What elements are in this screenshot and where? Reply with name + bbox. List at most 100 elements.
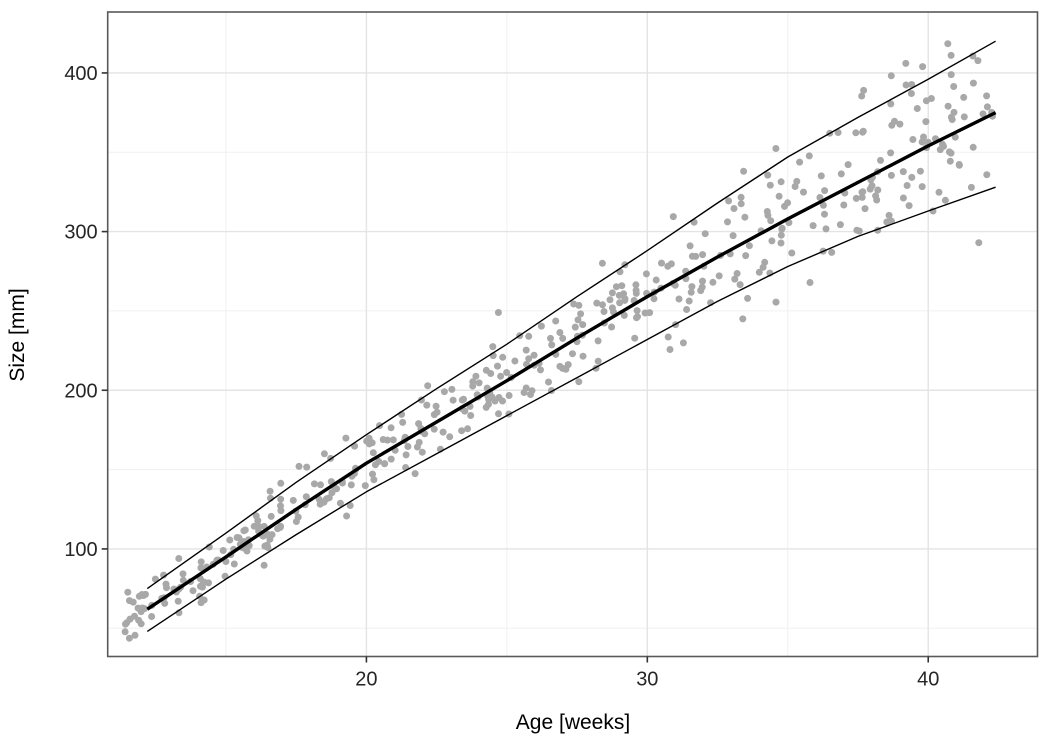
- data-point: [775, 192, 783, 200]
- data-point: [669, 213, 677, 221]
- data-point: [620, 311, 628, 319]
- x-axis-title: Age [weeks]: [515, 711, 631, 734]
- data-point: [197, 558, 205, 566]
- data-point: [464, 425, 472, 433]
- data-point: [469, 382, 477, 390]
- data-point: [737, 200, 745, 208]
- data-point: [189, 587, 197, 595]
- data-point: [163, 584, 170, 592]
- data-point: [415, 438, 423, 446]
- data-point: [197, 564, 205, 572]
- data-point: [485, 400, 492, 408]
- data-point: [634, 313, 641, 321]
- data-point: [530, 351, 538, 359]
- outlier-data-point: [919, 63, 927, 71]
- y-tick-label: 300: [64, 222, 97, 244]
- data-point: [511, 357, 519, 365]
- data-point: [935, 188, 943, 196]
- data-point: [342, 434, 350, 442]
- data-point: [575, 301, 583, 309]
- x-tick-label: 30: [636, 669, 658, 691]
- data-point: [715, 272, 723, 280]
- data-point: [950, 83, 958, 90]
- data-point: [525, 332, 533, 340]
- data-point: [967, 183, 975, 191]
- data-point: [688, 252, 696, 260]
- data-point: [122, 620, 129, 628]
- data-point: [761, 258, 769, 266]
- data-point: [922, 97, 930, 105]
- data-point: [947, 113, 955, 121]
- data-point: [160, 571, 168, 579]
- data-point: [205, 579, 212, 587]
- data-point: [399, 418, 407, 426]
- data-point: [793, 177, 801, 185]
- data-point: [556, 362, 564, 370]
- data-point: [328, 489, 336, 497]
- data-point: [547, 334, 554, 342]
- data-point: [675, 295, 683, 303]
- data-point: [389, 436, 397, 444]
- data-point: [899, 194, 907, 202]
- data-point: [859, 127, 867, 135]
- data-point: [947, 71, 955, 79]
- data-point: [347, 481, 355, 489]
- data-point: [252, 512, 260, 520]
- data-point: [666, 346, 674, 353]
- data-point: [899, 168, 907, 176]
- data-point: [174, 597, 182, 605]
- data-point: [744, 294, 752, 302]
- data-point: [913, 105, 921, 112]
- data-point: [449, 396, 457, 404]
- data-point: [522, 346, 530, 354]
- data-point: [699, 251, 707, 259]
- data-point: [817, 172, 825, 180]
- data-point: [979, 110, 987, 118]
- data-point: [887, 171, 895, 179]
- data-point: [883, 218, 891, 226]
- data-point: [701, 230, 709, 238]
- data-point: [537, 322, 545, 330]
- data-point: [277, 502, 284, 510]
- data-point: [631, 334, 639, 342]
- data-point: [940, 142, 947, 150]
- data-point: [688, 283, 696, 291]
- data-point: [179, 570, 187, 578]
- data-point: [325, 494, 333, 502]
- data-point: [179, 576, 187, 584]
- panel-border: [106, 11, 1039, 658]
- data-point: [641, 309, 649, 317]
- data-point: [618, 282, 626, 290]
- data-point: [125, 634, 133, 642]
- data-point: [729, 232, 737, 240]
- major-gridlines: [107, 12, 1038, 657]
- data-point: [916, 167, 924, 175]
- data-point: [527, 391, 534, 398]
- data-point: [135, 592, 143, 600]
- data-point: [632, 281, 640, 289]
- data-point: [606, 296, 614, 304]
- data-point: [562, 365, 570, 373]
- data-point: [418, 448, 426, 456]
- data-point: [620, 290, 628, 298]
- data-point: [495, 410, 502, 418]
- data-point: [658, 259, 665, 267]
- data-point: [887, 149, 895, 157]
- data-point: [809, 222, 817, 230]
- data-point: [365, 440, 373, 448]
- data-point: [731, 275, 739, 283]
- outlier-data-point: [598, 259, 606, 267]
- data-point: [361, 482, 369, 490]
- data-point: [909, 136, 917, 143]
- data-point: [764, 171, 772, 179]
- data-point: [664, 262, 672, 270]
- data-point: [505, 392, 513, 399]
- data-point: [852, 194, 860, 202]
- data-point: [579, 321, 587, 329]
- data-point: [858, 193, 866, 201]
- data-point: [137, 608, 145, 616]
- data-point: [983, 103, 991, 111]
- outlier-data-point: [860, 86, 868, 94]
- data-point: [497, 372, 505, 380]
